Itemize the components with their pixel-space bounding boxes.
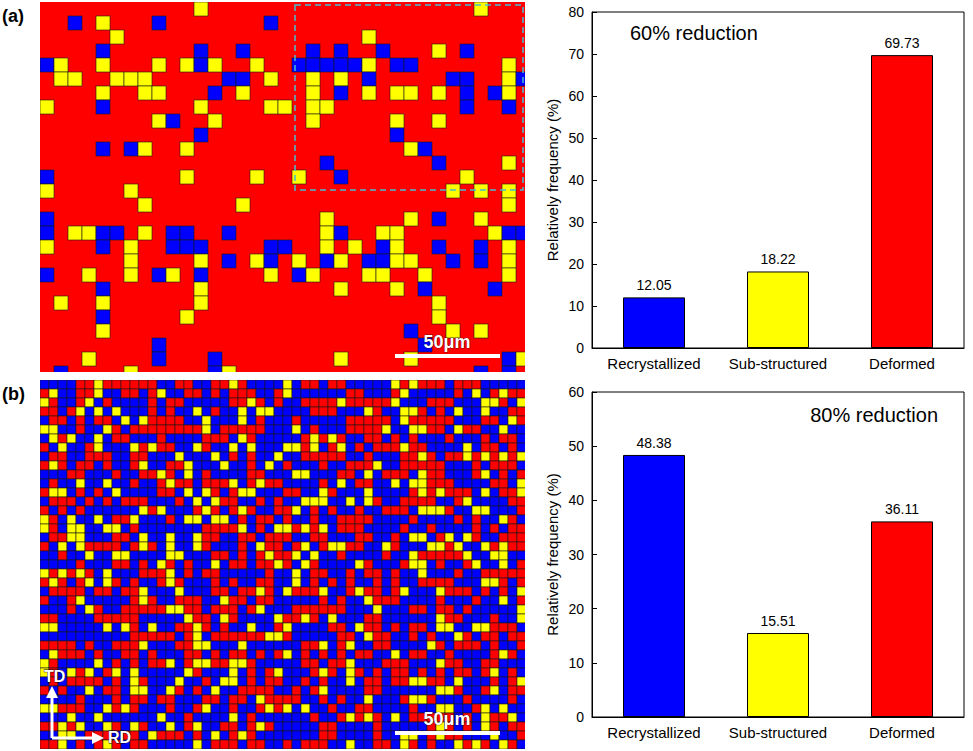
svg-text:60% reduction: 60% reduction [630, 22, 758, 44]
svg-text:Sub-structured: Sub-structured [729, 724, 827, 741]
svg-text:Relatively frequency (%): Relatively frequency (%) [544, 99, 561, 262]
svg-text:80: 80 [568, 4, 584, 20]
svg-text:20: 20 [568, 601, 584, 617]
svg-text:69.73: 69.73 [884, 35, 919, 51]
svg-text:Relatively frequency (%): Relatively frequency (%) [544, 473, 561, 636]
svg-text:RD: RD [108, 729, 131, 746]
svg-text:50μm: 50μm [423, 709, 470, 729]
svg-text:40: 40 [568, 172, 584, 188]
svg-text:40: 40 [568, 492, 584, 508]
svg-text:12.05: 12.05 [636, 277, 671, 293]
svg-text:50: 50 [568, 130, 584, 146]
svg-text:10: 10 [568, 298, 584, 314]
svg-text:80% reduction: 80% reduction [810, 404, 938, 426]
svg-text:18.22: 18.22 [760, 251, 795, 267]
svg-text:(b): (b) [2, 384, 25, 404]
svg-text:70: 70 [568, 46, 584, 62]
svg-text:48.38: 48.38 [636, 435, 671, 451]
svg-text:50μm: 50μm [423, 332, 470, 352]
svg-text:Recrystallized: Recrystallized [607, 724, 700, 741]
svg-text:Deformed: Deformed [869, 724, 935, 741]
svg-text:Sub-structured: Sub-structured [729, 355, 827, 372]
svg-text:(a): (a) [2, 6, 24, 26]
svg-text:50: 50 [568, 438, 584, 454]
svg-text:20: 20 [568, 256, 584, 272]
svg-text:30: 30 [568, 547, 584, 563]
svg-text:0: 0 [576, 709, 584, 725]
svg-text:Deformed: Deformed [869, 355, 935, 372]
svg-text:0: 0 [576, 340, 584, 356]
svg-text:60: 60 [568, 384, 584, 400]
svg-text:30: 30 [568, 214, 584, 230]
svg-text:60: 60 [568, 88, 584, 104]
svg-text:36.11: 36.11 [885, 501, 919, 517]
svg-text:Recrystallized: Recrystallized [607, 355, 700, 372]
svg-text:15.51: 15.51 [760, 613, 795, 629]
svg-text:10: 10 [568, 655, 584, 671]
svg-text:TD: TD [44, 668, 65, 685]
